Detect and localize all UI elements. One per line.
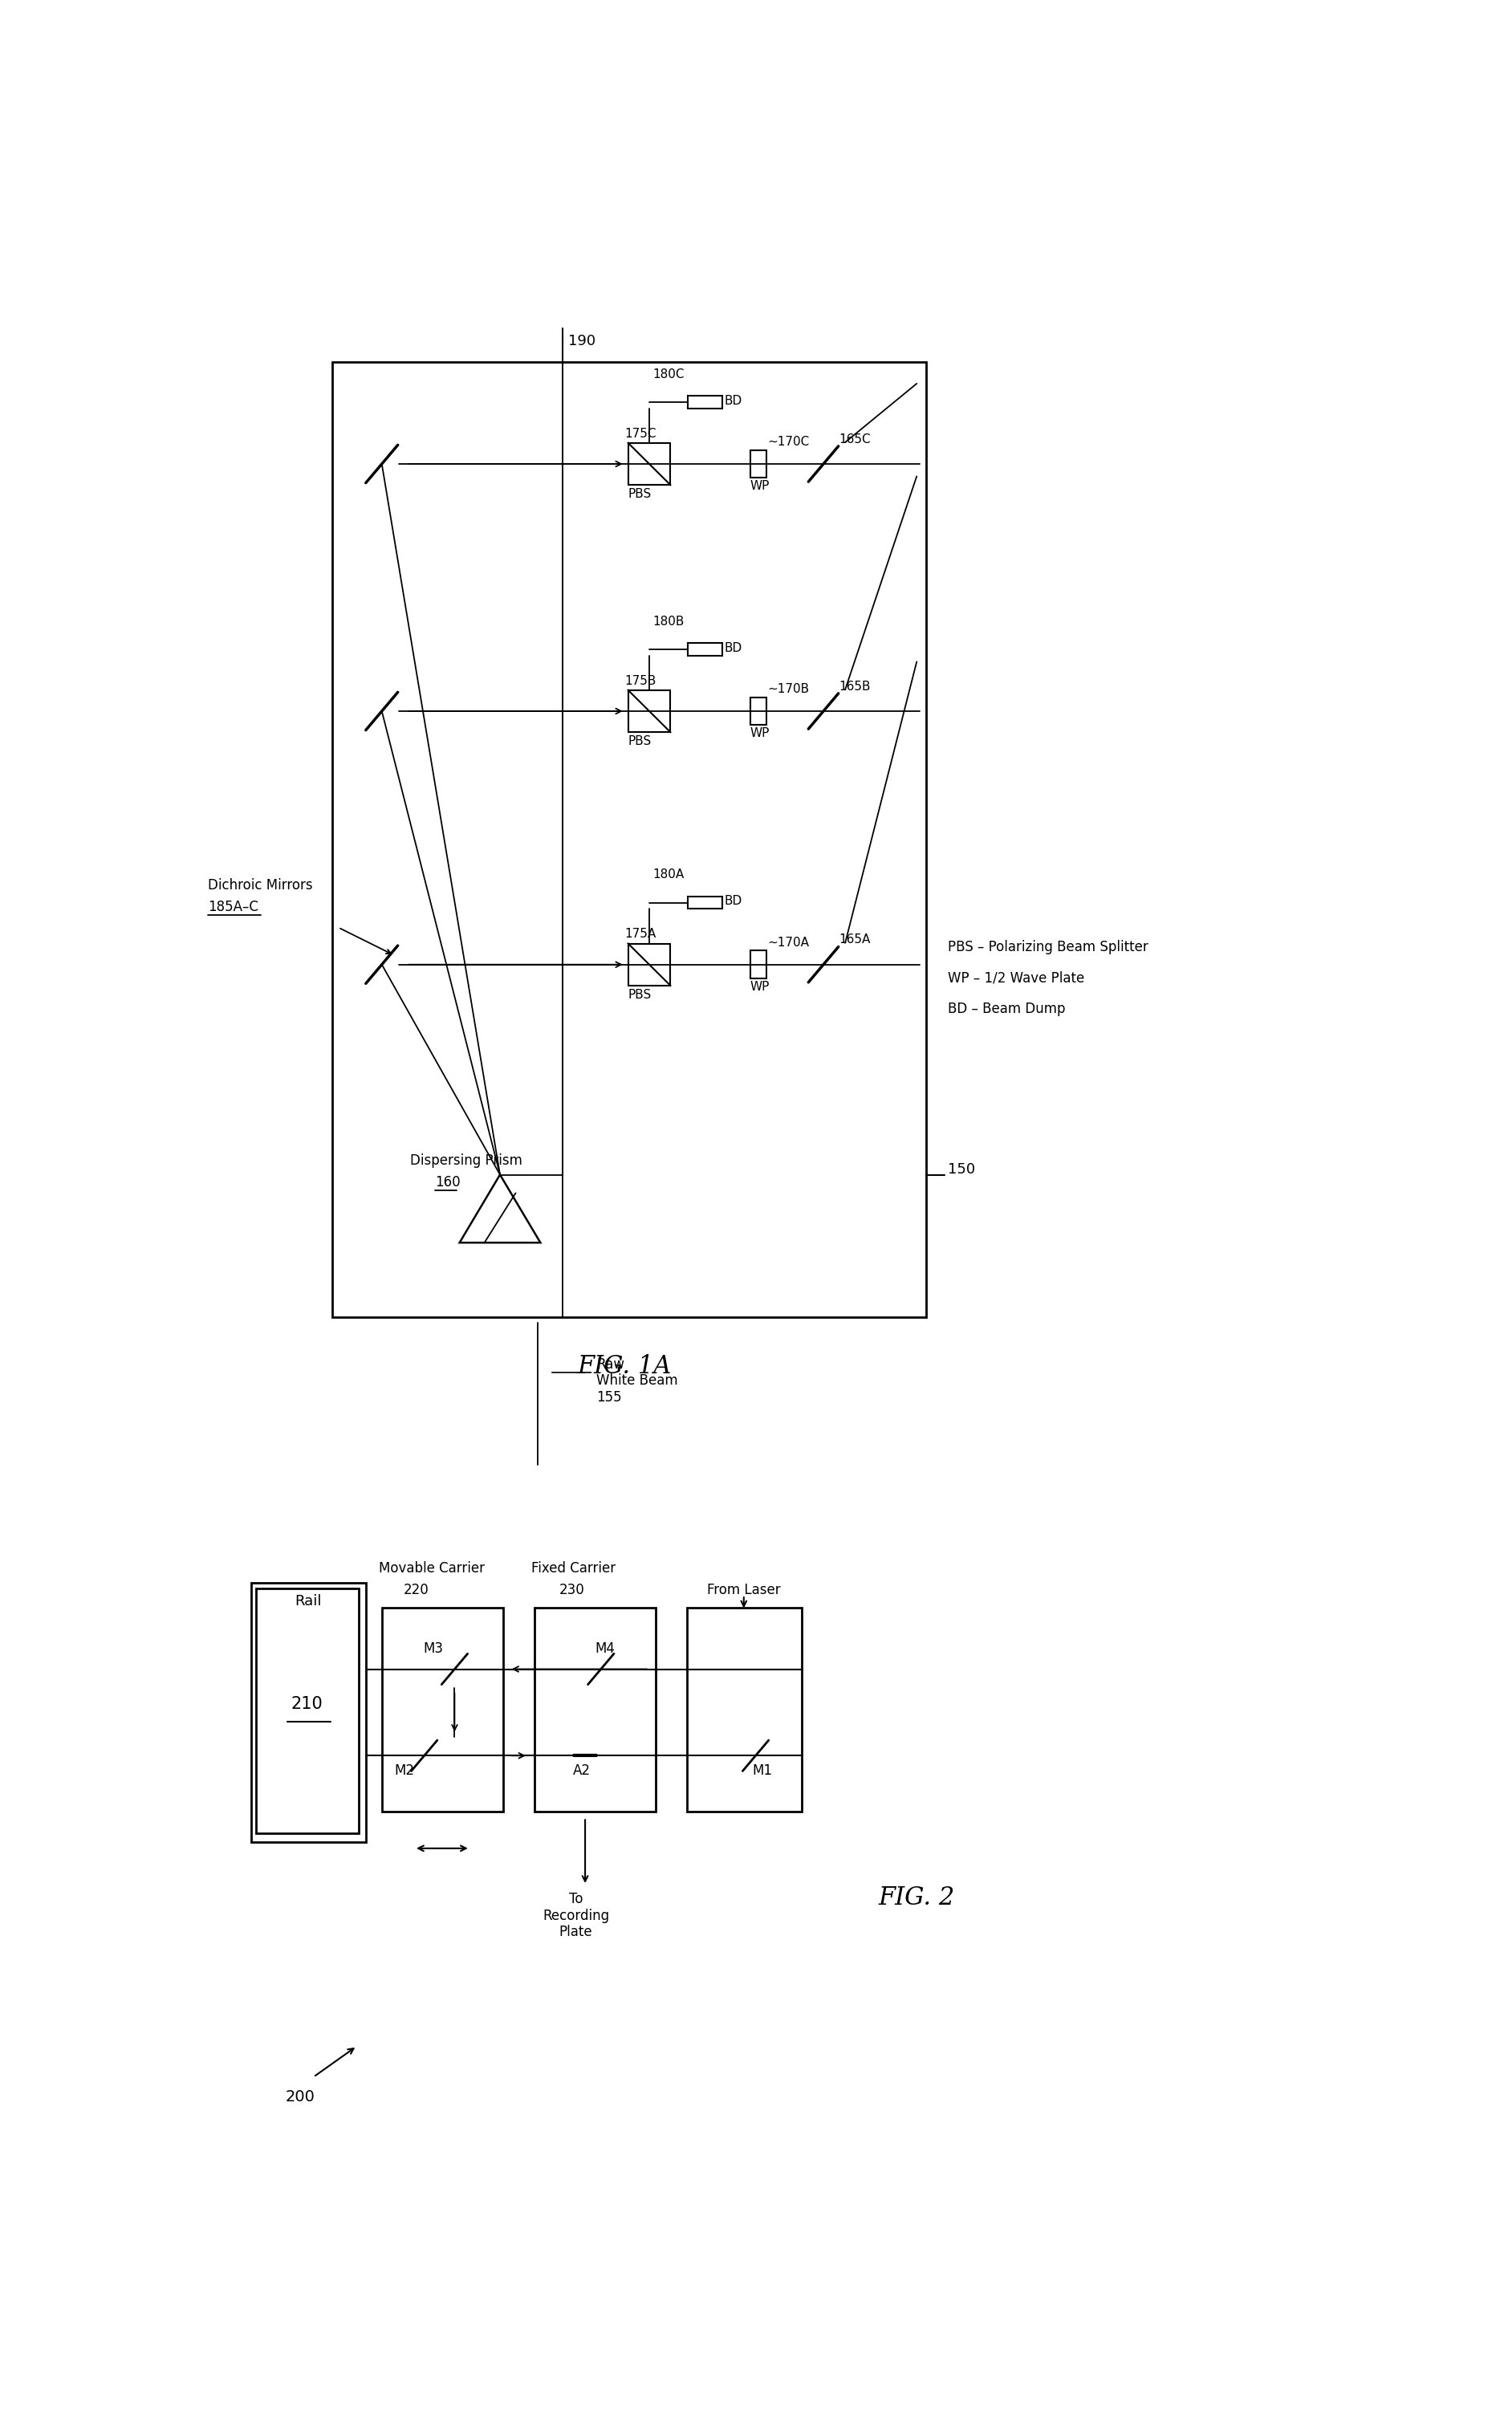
Text: WP: WP	[750, 982, 770, 994]
Text: ~170A: ~170A	[768, 936, 809, 948]
Text: Movable Carrier: Movable Carrier	[378, 1561, 485, 1576]
Text: 210: 210	[292, 1697, 324, 1711]
Bar	[750, 950, 767, 979]
Text: 150: 150	[948, 1164, 975, 1178]
Bar	[688, 395, 723, 407]
Text: BD – Beam Dump: BD – Beam Dump	[948, 1001, 1066, 1016]
Text: 180B: 180B	[652, 616, 683, 628]
Text: WP: WP	[750, 480, 770, 492]
Text: M2: M2	[395, 1762, 414, 1777]
Text: To
Recording
Plate: To Recording Plate	[543, 1891, 609, 1939]
Text: 185A–C: 185A–C	[207, 899, 259, 914]
Text: WP – 1/2 Wave Plate: WP – 1/2 Wave Plate	[948, 970, 1084, 984]
Text: 180A: 180A	[652, 868, 683, 880]
Text: 165B: 165B	[839, 681, 871, 693]
Text: Rail: Rail	[295, 1593, 322, 1607]
Bar	[534, 1607, 656, 1811]
Text: 180C: 180C	[652, 368, 683, 381]
Text: 165C: 165C	[839, 434, 871, 446]
Text: 200: 200	[286, 2089, 314, 2104]
Text: WP: WP	[750, 727, 770, 739]
Text: 165A: 165A	[839, 933, 871, 945]
Bar	[383, 1607, 503, 1811]
Text: 190: 190	[569, 335, 596, 349]
Text: M3: M3	[423, 1641, 443, 1656]
Text: BD: BD	[724, 395, 742, 407]
Bar	[750, 451, 767, 478]
Text: BD: BD	[724, 894, 742, 907]
Text: From Laser: From Laser	[708, 1583, 780, 1597]
Text: PBS – Polarizing Beam Splitter: PBS – Polarizing Beam Splitter	[948, 941, 1148, 955]
Text: BD: BD	[724, 642, 742, 654]
Text: Dispersing Prism: Dispersing Prism	[410, 1154, 522, 1168]
Text: PBS: PBS	[627, 487, 652, 499]
Text: ~170B: ~170B	[768, 684, 809, 696]
Bar	[686, 1607, 801, 1811]
Text: 230: 230	[559, 1583, 585, 1597]
Bar	[627, 691, 670, 732]
Text: PBS: PBS	[627, 734, 652, 747]
Bar	[627, 444, 670, 485]
Text: Dichroic Mirrors: Dichroic Mirrors	[207, 877, 313, 892]
Bar	[333, 361, 925, 1316]
Text: A2: A2	[573, 1762, 591, 1777]
Text: Fixed Carrier: Fixed Carrier	[531, 1561, 615, 1576]
Text: 175C: 175C	[624, 427, 656, 439]
Text: FIG. 2: FIG. 2	[878, 1886, 956, 1910]
Bar	[256, 1588, 358, 1833]
Bar	[251, 1583, 366, 1842]
Text: 175B: 175B	[624, 674, 656, 686]
Text: Raw
White Beam
155: Raw White Beam 155	[596, 1357, 677, 1406]
Text: M1: M1	[753, 1762, 773, 1777]
Bar	[627, 943, 670, 987]
Text: FIG. 1A: FIG. 1A	[578, 1355, 671, 1379]
Bar	[688, 897, 723, 909]
Text: 220: 220	[404, 1583, 429, 1597]
Bar	[688, 642, 723, 654]
Text: 160: 160	[434, 1176, 460, 1190]
Polygon shape	[460, 1176, 540, 1244]
Bar	[750, 698, 767, 725]
Text: PBS: PBS	[627, 989, 652, 1001]
Text: ~170C: ~170C	[768, 436, 809, 448]
Text: 175A: 175A	[624, 928, 656, 941]
Text: M4: M4	[594, 1641, 615, 1656]
